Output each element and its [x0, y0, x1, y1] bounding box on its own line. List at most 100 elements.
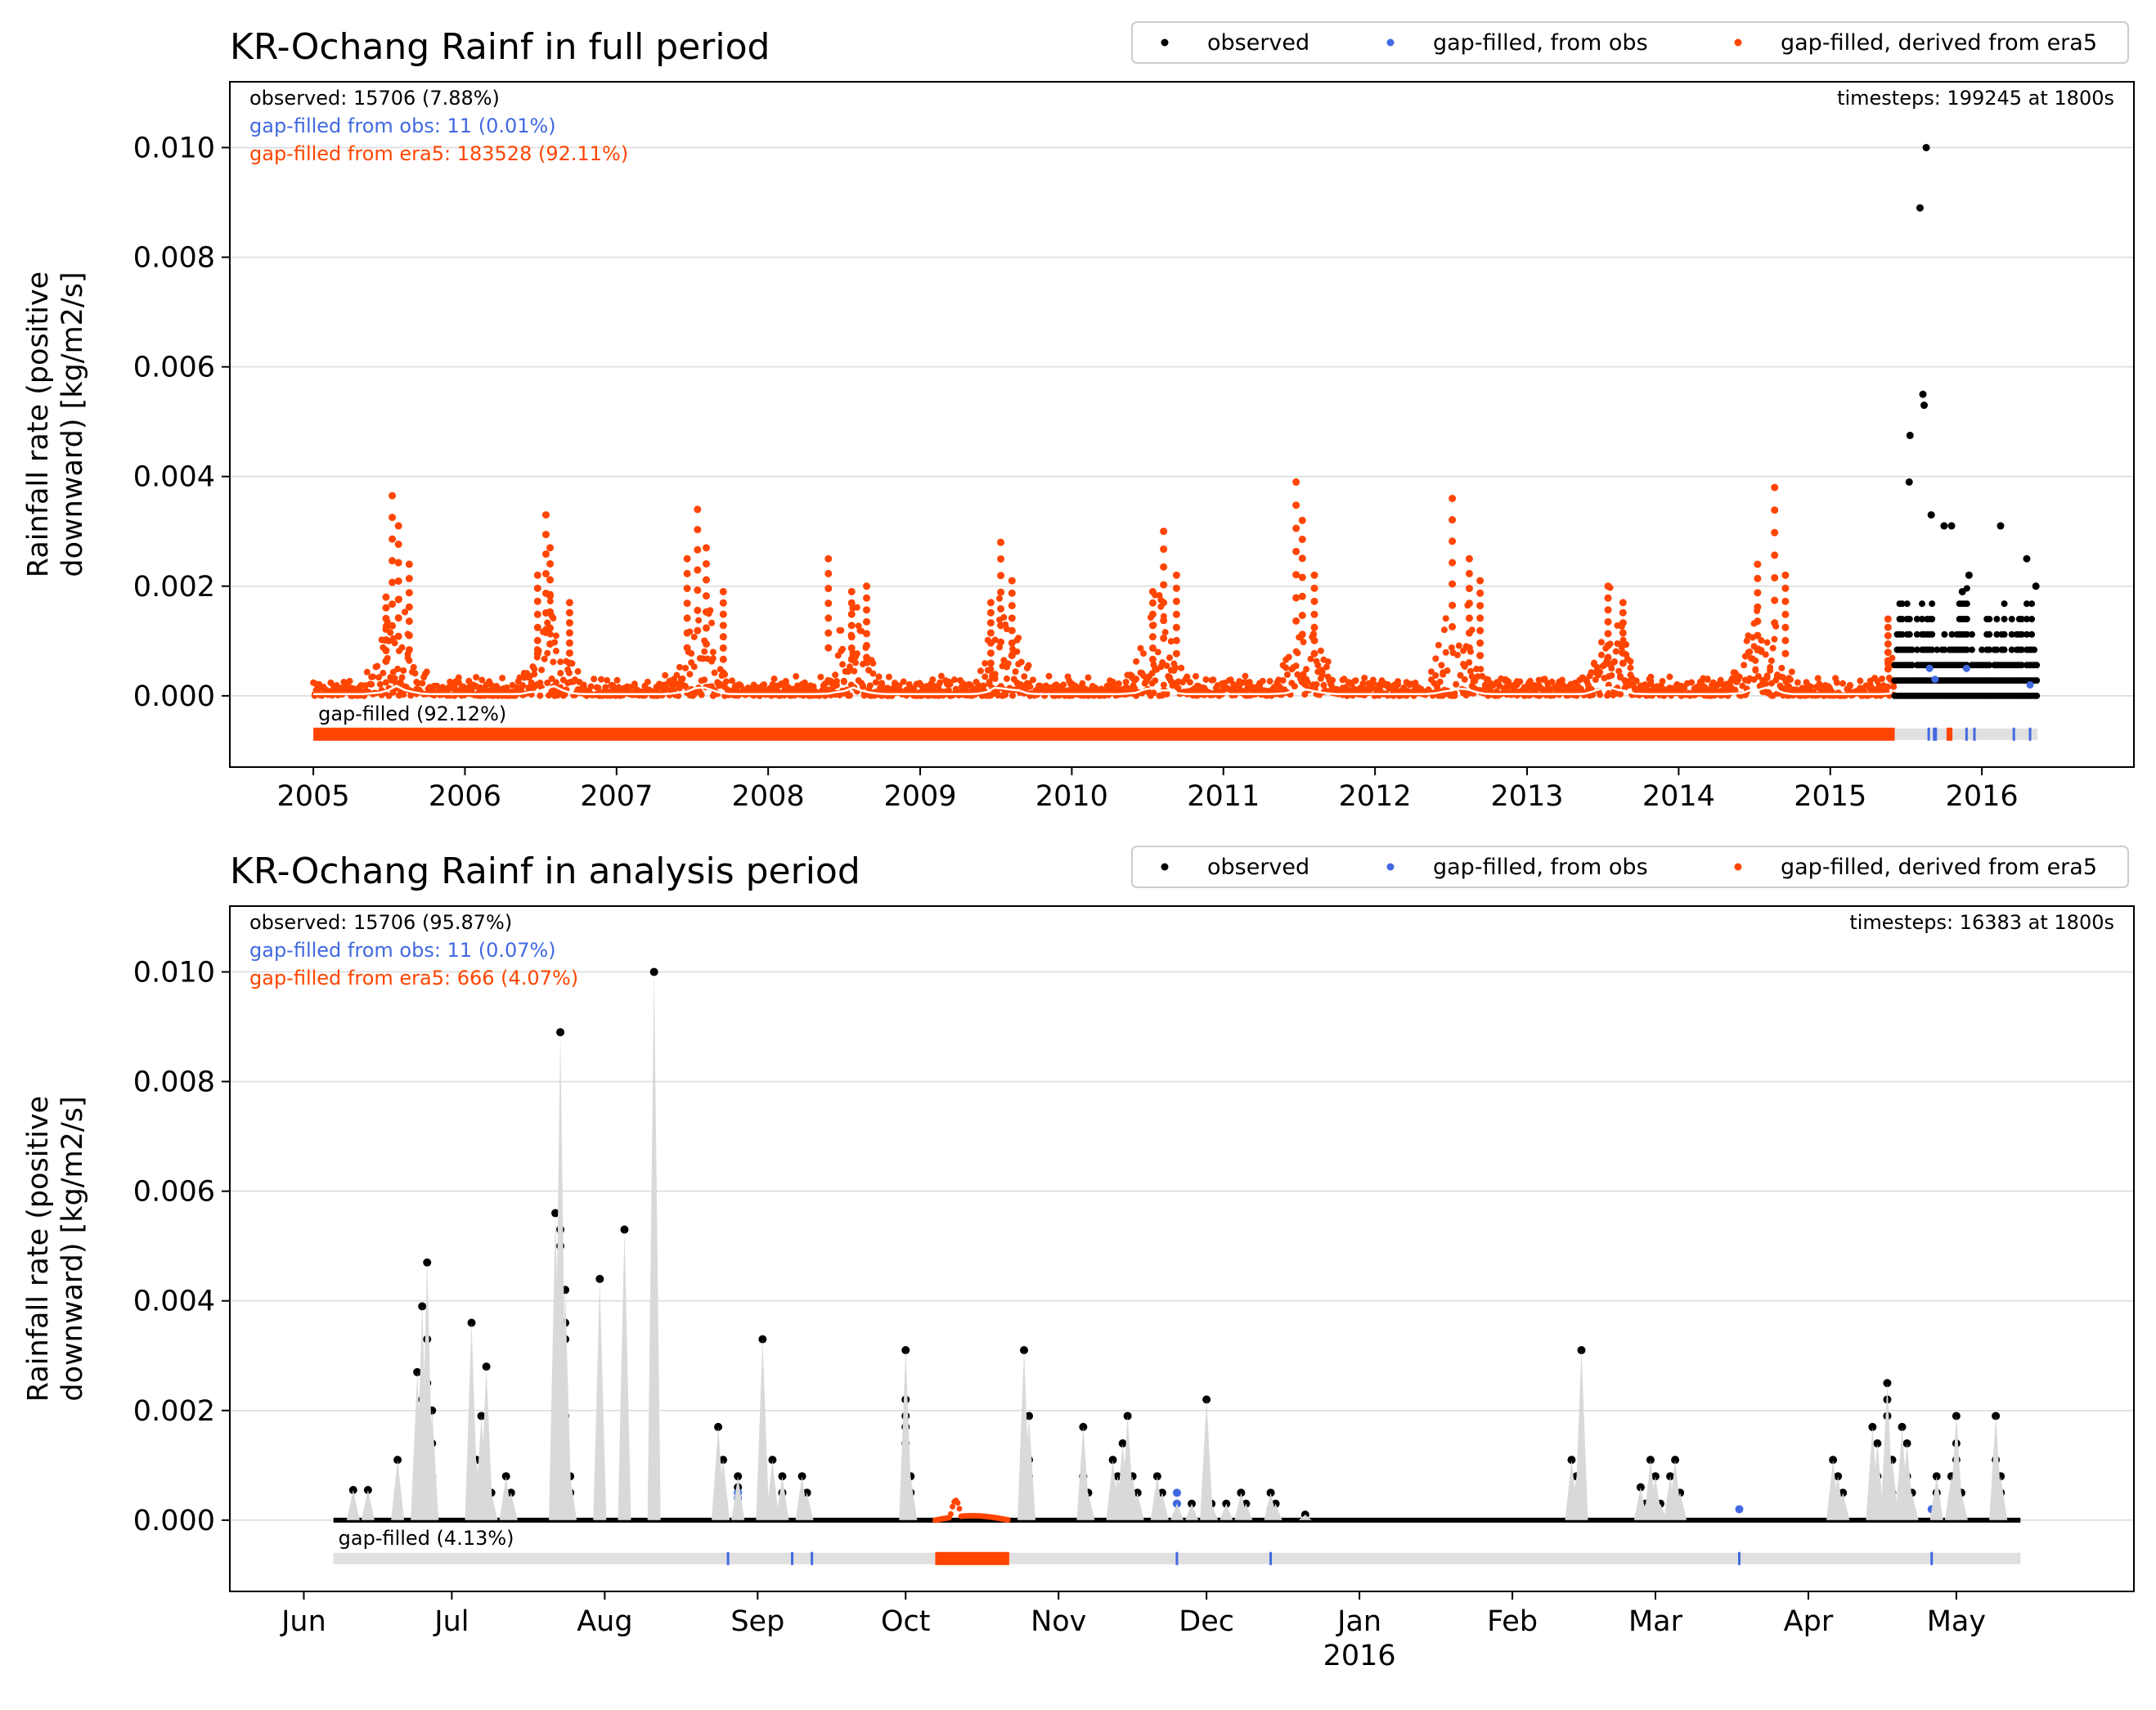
observed-point [1934, 646, 1941, 653]
era5-point [937, 672, 945, 680]
x-tick-label: Jun [280, 1605, 326, 1638]
x-tick-label: May [1927, 1605, 1986, 1638]
era5-point [1294, 649, 1301, 657]
observed-point [1157, 1488, 1166, 1497]
era5-point [986, 659, 995, 667]
era5-point [544, 619, 551, 626]
observed-point [1906, 631, 1913, 638]
era5-point [986, 639, 995, 647]
gap-filled-label: gap-filled (4.13%) [339, 1527, 514, 1550]
era5-point [1461, 675, 1468, 683]
era5-point [719, 599, 727, 607]
era5-point [346, 677, 353, 684]
era5-point [1814, 675, 1821, 682]
era5-point [1781, 623, 1790, 631]
era5-point [1329, 676, 1336, 684]
stats-from-obs: gap-filled from obs: 11 (0.07%) [249, 939, 556, 962]
observed-point [1929, 600, 1936, 608]
era5-point [977, 667, 984, 675]
era5-point [954, 1500, 961, 1506]
y-tick-label: 0.008 [133, 242, 215, 275]
era5-point [557, 658, 564, 666]
era5-point [1148, 610, 1157, 618]
observed-point [506, 1488, 515, 1497]
era5-point [546, 598, 554, 605]
y-tick-label: 0.000 [133, 680, 215, 713]
era5-point [863, 582, 871, 590]
data-points [310, 143, 2041, 699]
observed-point [1941, 631, 1948, 638]
axes-frame [229, 905, 2135, 1592]
era5-point [1310, 649, 1318, 658]
era5-point [1449, 537, 1457, 545]
era5-point [703, 544, 711, 552]
era5-point [1732, 687, 1739, 694]
era5-point [817, 673, 824, 680]
observed-point [1993, 615, 2001, 622]
data-points [333, 967, 2021, 1524]
era5-point [604, 676, 611, 684]
era5-point [405, 560, 413, 568]
era5-point [519, 682, 527, 689]
observed-point [802, 1488, 811, 1497]
era5-point [719, 610, 727, 618]
y-tick-label: 0.006 [133, 1176, 215, 1209]
x-tick-label: 2011 [1187, 780, 1260, 813]
era5-point [533, 610, 541, 618]
era5-point [1449, 559, 1457, 567]
observed-point [1913, 615, 1920, 622]
legend-marker [1161, 38, 1169, 47]
era5-point [1427, 668, 1435, 675]
era5-point [1442, 649, 1449, 656]
era5-point [682, 664, 689, 671]
era5-point [1313, 680, 1320, 688]
era5-point [1148, 655, 1157, 663]
legend-box [1131, 846, 2129, 888]
era5-point [541, 550, 550, 559]
era5-point [565, 659, 573, 667]
era5-point [703, 608, 711, 616]
era5-point [1647, 673, 1655, 680]
era5-point [869, 670, 877, 677]
era5-point [824, 644, 833, 652]
era5-point [875, 673, 883, 680]
axes-frame [229, 81, 2135, 768]
era5-point [1015, 635, 1022, 642]
era5-point [1619, 599, 1627, 607]
era5-point [1122, 678, 1130, 685]
observed-point [1237, 1488, 1246, 1497]
era5-point [824, 614, 833, 622]
era5-point [1227, 676, 1234, 684]
observed-point [2033, 662, 2041, 669]
era5-point [1754, 646, 1762, 654]
era5-point [1659, 678, 1666, 685]
era5-point [869, 660, 877, 667]
era5-point [872, 679, 879, 686]
gap-bar-obs-tick [1269, 1551, 1273, 1565]
observed-point [1958, 587, 1966, 595]
era5-point [839, 661, 847, 668]
era5-point [1449, 622, 1457, 631]
era5-point [1298, 631, 1306, 639]
era5-point [455, 679, 462, 686]
era5-point [1160, 581, 1168, 589]
observed-point [1651, 1472, 1660, 1481]
era5-point [1172, 571, 1180, 579]
era5-point [391, 640, 398, 647]
era5-point [1298, 536, 1306, 544]
observed-point [1913, 646, 1920, 653]
era5-point [918, 681, 925, 689]
era5-point [394, 522, 402, 530]
observed-point [1929, 631, 1936, 638]
era5-point [1310, 584, 1318, 592]
era5-point [1175, 684, 1182, 692]
x-tick-label: Jan [1336, 1605, 1381, 1638]
era5-point [1788, 668, 1795, 675]
era5-point [847, 610, 856, 618]
fillobs-point [1925, 664, 1934, 672]
observed-point [2001, 615, 2008, 622]
era5-point [1467, 667, 1474, 675]
era5-point [1003, 675, 1010, 682]
era5-point [679, 675, 686, 682]
x-tick-label: 2014 [1642, 780, 1715, 813]
